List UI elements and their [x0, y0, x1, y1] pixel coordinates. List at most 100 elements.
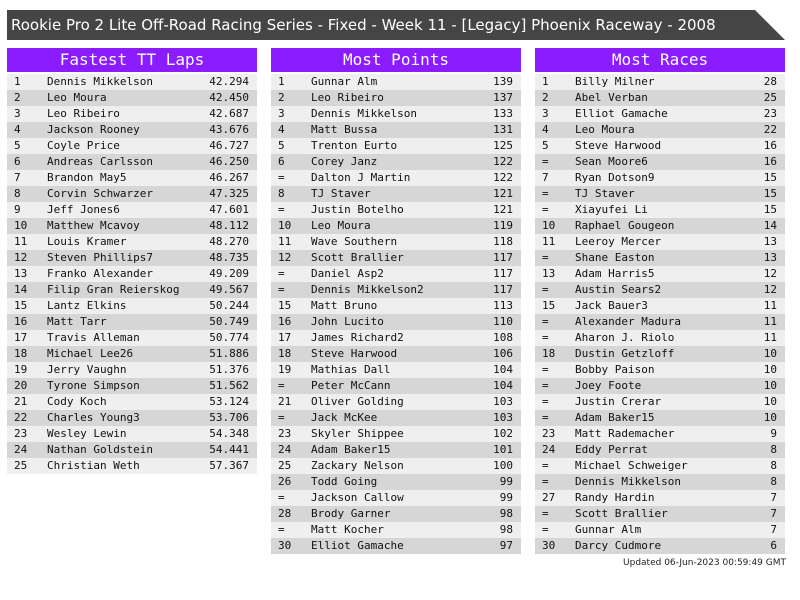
rank: 24 [14, 443, 28, 456]
rank: 25 [278, 459, 292, 472]
rank: 10 [278, 219, 292, 232]
table-row: 13 Adam Harris5 12 [535, 266, 785, 282]
stat-value: 133 [493, 107, 513, 120]
table-row: 13 Franko Alexander 49.209 [7, 266, 257, 282]
stat-value: 46.267 [209, 171, 249, 184]
stat-value: 98 [499, 523, 513, 536]
driver-name: Matt Bussa [311, 123, 378, 136]
rank: 11 [542, 235, 556, 248]
table-row: 24 Adam Baker15 101 [271, 442, 521, 458]
driver-name: Michael Schweiger [575, 459, 688, 472]
driver-name: Steven Phillips7 [47, 251, 153, 264]
driver-name: Brandon May5 [47, 171, 127, 184]
leaderboard: Most Races 1 Billy Milner 28 2 Abel Verban 25 3… [535, 48, 785, 554]
rank: 23 [542, 427, 556, 440]
table-row: 24 Nathan Goldstein 54.441 [7, 442, 257, 458]
table-row: 16 Matt Tarr 50.749 [7, 314, 257, 330]
updated-time: Updated 06-Jun-2023 00:59:49 GMT [623, 558, 786, 568]
table-row: 5 Coyle Price 46.727 [7, 138, 257, 154]
rank: 18 [542, 347, 556, 360]
stat-value: 103 [493, 395, 513, 408]
stat-value: 118 [493, 235, 513, 248]
table-row: 15 Jack Bauer3 11 [535, 298, 785, 314]
stat-value: 46.250 [209, 155, 249, 168]
stat-value: 106 [493, 347, 513, 360]
table-row: = Xiayufei Li 15 [535, 202, 785, 218]
table-row: 5 Trenton Eurto 125 [271, 138, 521, 154]
stat-value: 25 [763, 91, 777, 104]
driver-name: Christian Weth [47, 459, 140, 472]
driver-name: Abel Verban [575, 91, 648, 104]
table-row: 11 Leeroy Mercer 13 [535, 234, 785, 250]
table-row: 28 Brody Garner 98 [271, 506, 521, 522]
table-row: = Dennis Mikkelson2 117 [271, 282, 521, 298]
rank: 15 [542, 299, 556, 312]
table-row: 17 James Richard2 108 [271, 330, 521, 346]
rank: 15 [14, 299, 28, 312]
rank: 8 [14, 187, 21, 200]
driver-name: Adam Baker15 [575, 411, 655, 424]
rank: 22 [14, 411, 28, 424]
driver-name: Trenton Eurto [311, 139, 398, 152]
stat-value: 42.450 [209, 91, 249, 104]
stat-value: 28 [763, 75, 777, 88]
rank: 10 [542, 219, 556, 232]
stat-value: 98 [499, 507, 513, 520]
stat-value: 15 [763, 187, 777, 200]
stat-value: 49.209 [209, 267, 249, 280]
stat-value: 7 [770, 523, 777, 536]
rank: = [542, 331, 549, 344]
driver-name: Justin Botelho [311, 203, 404, 216]
rank: = [542, 363, 549, 376]
stat-value: 13 [763, 251, 777, 264]
table-row: 26 Todd Going 99 [271, 474, 521, 490]
table-row: = Daniel Asp2 117 [271, 266, 521, 282]
driver-name: Corey Janz [311, 155, 378, 168]
driver-name: Dennis Mikkelson [311, 107, 417, 120]
rank: = [542, 507, 549, 520]
leaderboard: Fastest TT Laps 1 Dennis Mikkelson 42.294 2 L… [7, 48, 257, 474]
rank: 13 [542, 267, 556, 280]
page-title: Rookie Pro 2 Lite Off-Road Racing Series… [11, 16, 716, 34]
stat-value: 113 [493, 299, 513, 312]
stat-value: 43.676 [209, 123, 249, 136]
driver-name: Scott Brallier [311, 251, 404, 264]
table-row: 27 Randy Hardin 7 [535, 490, 785, 506]
table-row: 2 Abel Verban 25 [535, 90, 785, 106]
table-title: Fastest TT Laps [7, 48, 257, 72]
driver-name: Elliot Gamache [311, 539, 404, 552]
table-row: = Austin Sears2 12 [535, 282, 785, 298]
table-row: 6 Andreas Carlsson 46.250 [7, 154, 257, 170]
stat-value: 16 [763, 139, 777, 152]
driver-name: Leo Moura [575, 123, 635, 136]
table-row: 9 Jeff Jones6 47.601 [7, 202, 257, 218]
driver-name: Wave Southern [311, 235, 398, 248]
rank: 2 [278, 91, 285, 104]
driver-name: Matt Tarr [47, 315, 107, 328]
driver-name: Justin Crerar [575, 395, 662, 408]
stat-value: 110 [493, 315, 513, 328]
driver-name: Charles Young3 [47, 411, 140, 424]
driver-name: Raphael Gougeon [575, 219, 675, 232]
stat-value: 131 [493, 123, 513, 136]
stat-value: 117 [493, 283, 513, 296]
rank: 19 [14, 363, 28, 376]
table-row: = Matt Kocher 98 [271, 522, 521, 538]
driver-name: Peter McCann [311, 379, 391, 392]
table-row: 3 Leo Ribeiro 42.687 [7, 106, 257, 122]
rank: 6 [14, 155, 21, 168]
stat-value: 57.367 [209, 459, 249, 472]
table-row: = Jack McKee 103 [271, 410, 521, 426]
stat-value: 6 [770, 539, 777, 552]
stat-value: 121 [493, 187, 513, 200]
table-row: 6 Corey Janz 122 [271, 154, 521, 170]
table-row: = Justin Crerar 10 [535, 394, 785, 410]
stat-value: 51.886 [209, 347, 249, 360]
driver-name: Travis Alleman [47, 331, 140, 344]
table-title: Most Races [535, 48, 785, 72]
table-row: 30 Darcy Cudmore 6 [535, 538, 785, 554]
table-row: 23 Matt Rademacher 9 [535, 426, 785, 442]
rank: = [278, 267, 285, 280]
driver-name: TJ Staver [575, 187, 635, 200]
